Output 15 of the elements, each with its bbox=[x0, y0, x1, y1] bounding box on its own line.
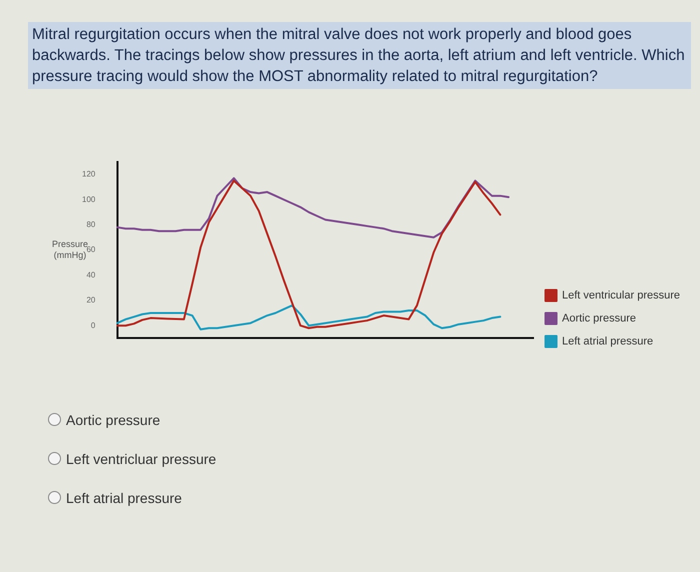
text: Aortic pressure bbox=[66, 412, 160, 428]
y-tick-label: 40 bbox=[86, 270, 96, 280]
chart-title: Mitral regurgitation occurs when the mitral valve does not work properly and blood goes backwards. The tracings below show pressures in the aorta, left atrium and left ventricle. Which pressure tracing would show the MOST abnormality related to mitral regurgitation? bbox=[28, 22, 691, 89]
y-tick-label: 80 bbox=[86, 220, 96, 230]
legend-label: Left ventricular pressure bbox=[562, 290, 680, 302]
y-axis-title: Pressure (mmHg) bbox=[52, 239, 88, 260]
legend-label: Aortic pressure bbox=[562, 312, 636, 325]
legend-label: Left atrial pressure bbox=[562, 336, 654, 348]
y-tick-label: 60 bbox=[86, 245, 96, 254]
y-tick-label: 0 bbox=[90, 320, 96, 330]
y-tick-label: 120 bbox=[82, 170, 96, 179]
text: Left atrial pressure bbox=[66, 490, 182, 506]
text: Left ventricluar pressure bbox=[66, 450, 216, 466]
y-tick-label: 100 bbox=[82, 194, 96, 204]
y-tick-label: 20 bbox=[86, 296, 96, 305]
